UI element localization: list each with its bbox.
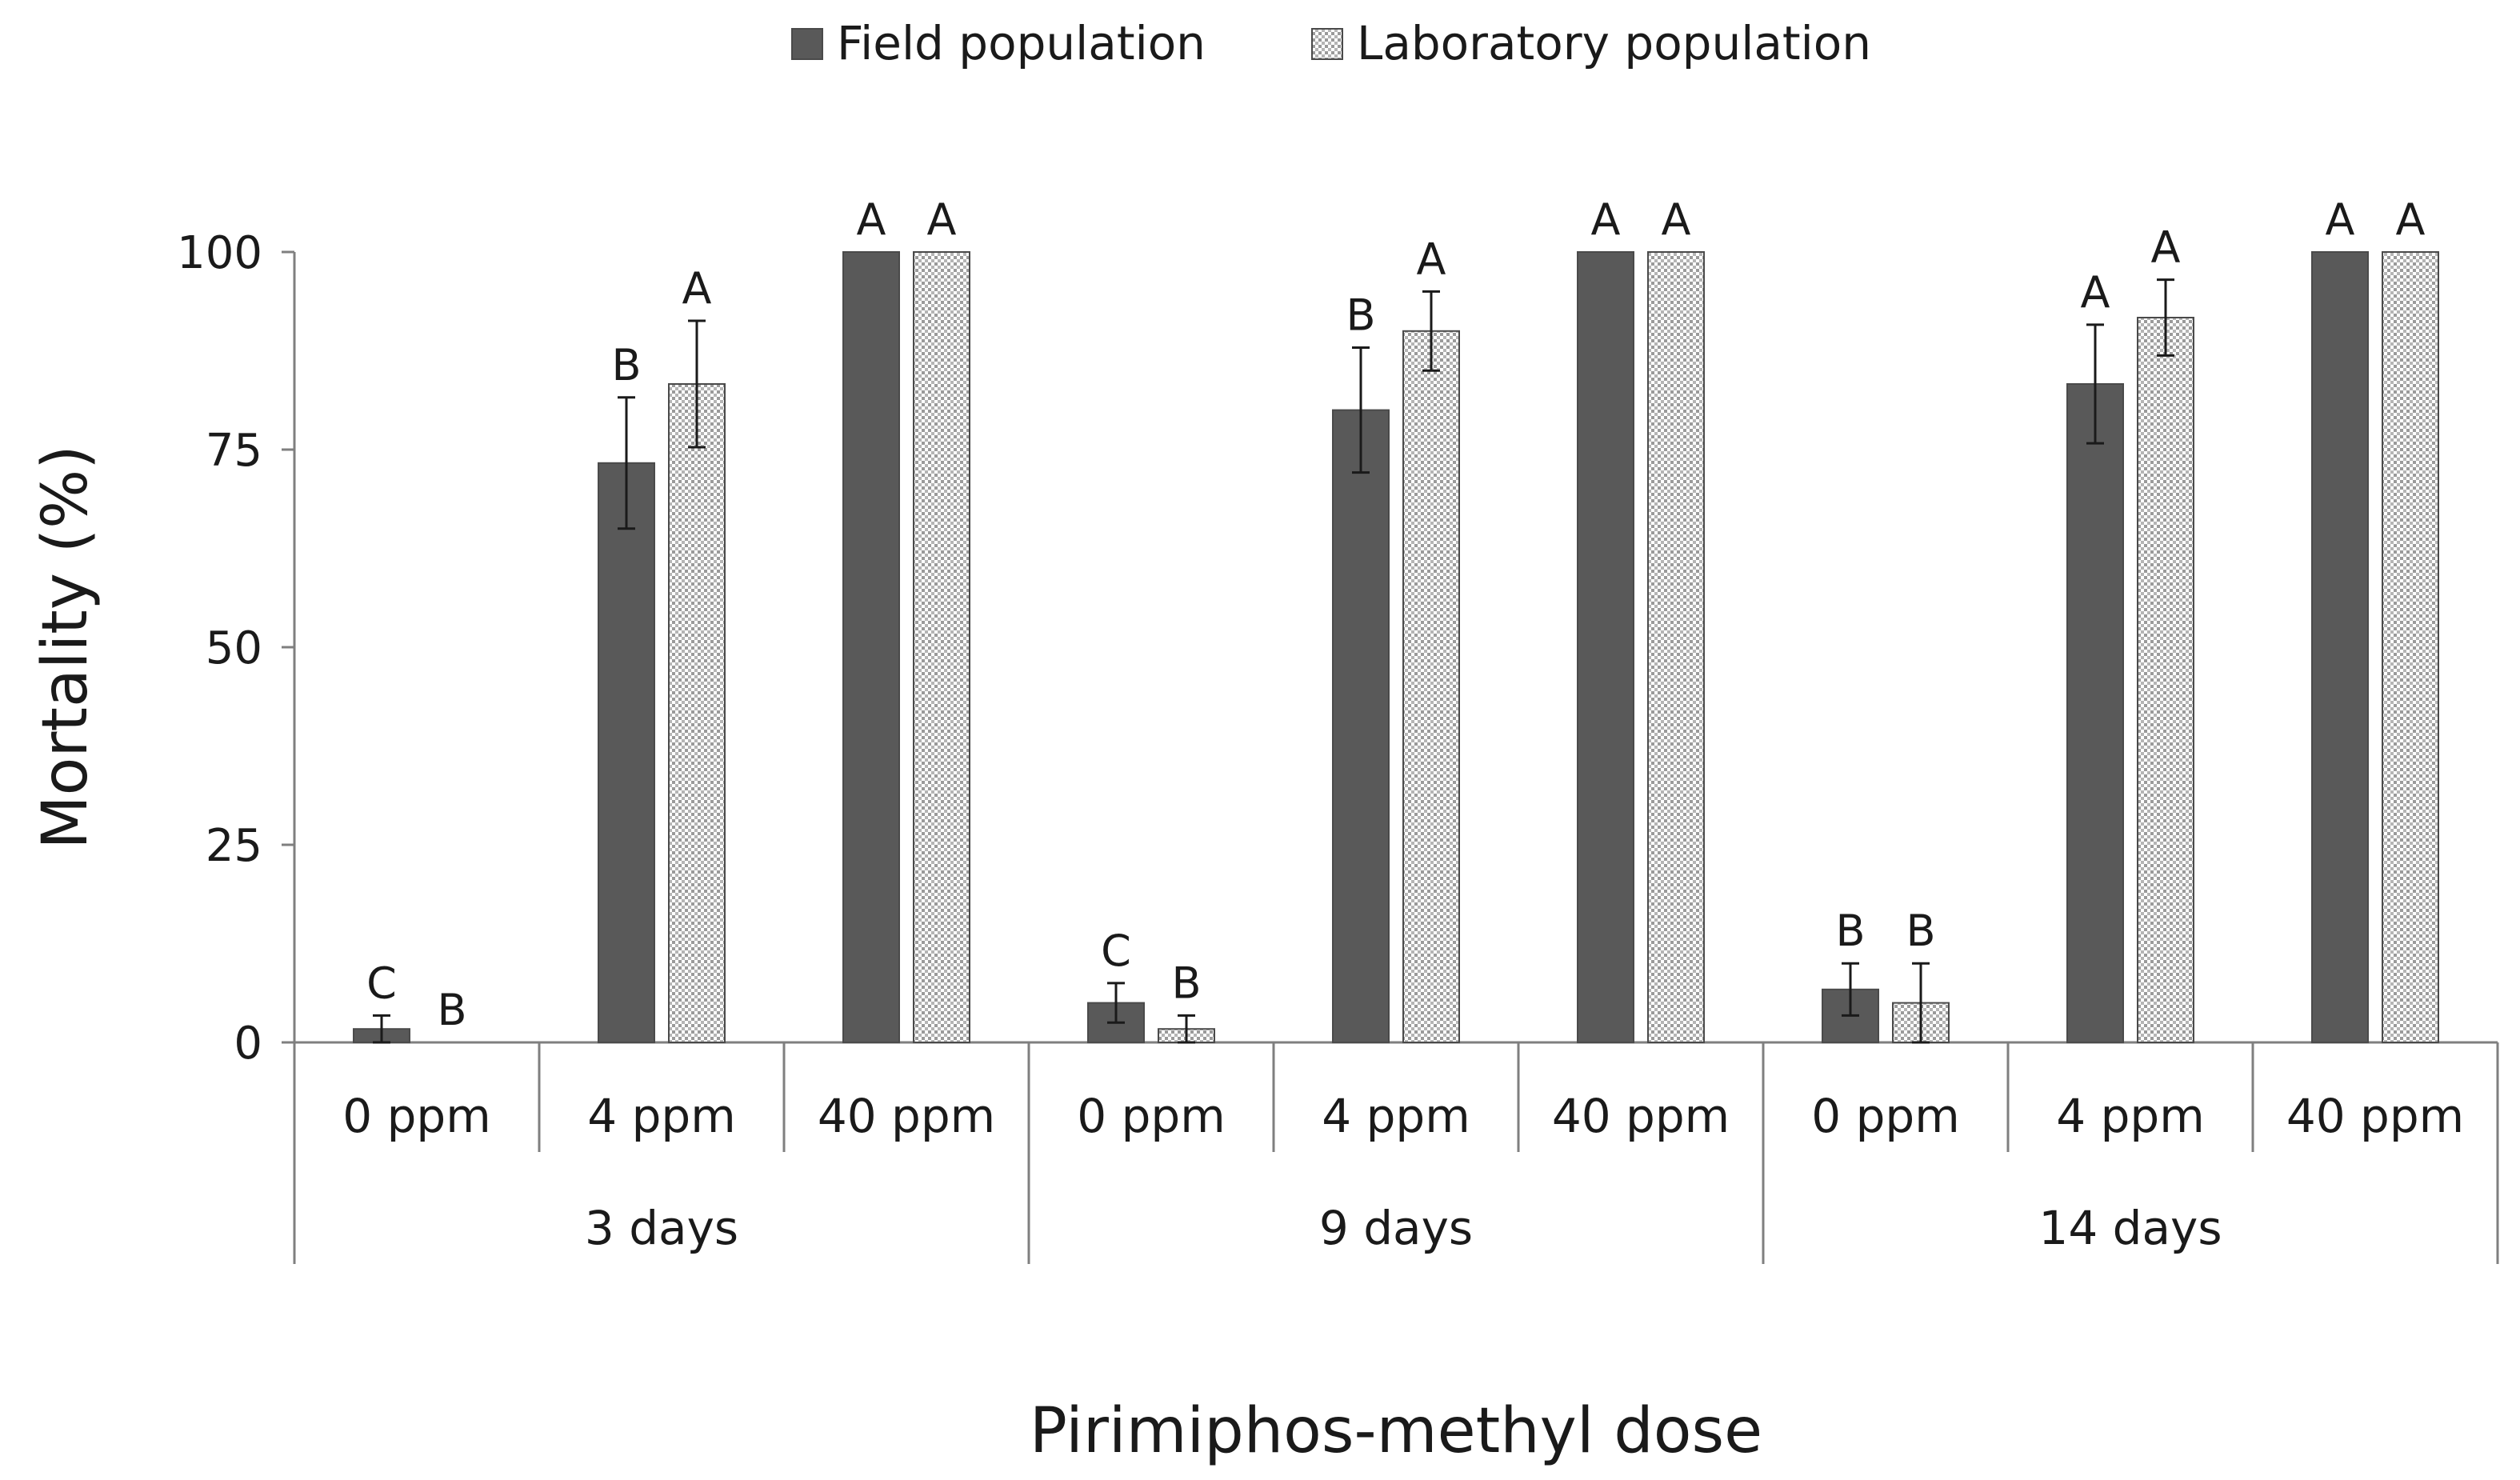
field-population-bar: [2311, 251, 2369, 1043]
category-label: 4 ppm: [587, 1089, 735, 1143]
category-label: 0 ppm: [1811, 1089, 1959, 1143]
category-label: 0 ppm: [1077, 1089, 1225, 1143]
significance-letter: A: [1417, 234, 1446, 284]
significance-letter: C: [366, 958, 397, 1008]
group-label: 14 days: [2038, 1201, 2222, 1255]
y-tick-label: 100: [177, 227, 262, 279]
legend-swatch: [791, 28, 823, 60]
category-label: 4 ppm: [1322, 1089, 1470, 1143]
legend-label: Laboratory population: [1357, 16, 1871, 70]
y-tick-label: 50: [206, 622, 262, 674]
significance-letter: B: [1346, 290, 1375, 341]
y-axis-title: Mortality (%): [30, 445, 102, 849]
category-label: 4 ppm: [2056, 1089, 2204, 1143]
significance-letter: A: [927, 194, 957, 245]
field-population-bar: [598, 462, 655, 1043]
field-population-bar: [1332, 409, 1390, 1043]
y-tick-label: 75: [206, 425, 262, 477]
category-label: 0 ppm: [342, 1089, 490, 1143]
laboratory-population-bar: [2382, 251, 2439, 1043]
legend: Field population Laboratory population: [791, 16, 1871, 70]
significance-letter: A: [857, 194, 886, 245]
significance-letter: B: [1171, 958, 1201, 1008]
laboratory-population-bar: [668, 382, 726, 1044]
significance-letter: B: [437, 985, 466, 1035]
category-label: 40 ppm: [818, 1089, 995, 1143]
significance-letter: A: [1591, 194, 1621, 245]
laboratory-population-bar: [1647, 251, 1705, 1043]
group-label: 3 days: [585, 1201, 738, 1255]
legend-swatch: [1311, 28, 1343, 60]
field-population-bar: [1577, 251, 1634, 1043]
legend-label: Field population: [837, 16, 1206, 70]
group-label: 9 days: [1319, 1201, 1473, 1255]
category-label: 40 ppm: [1552, 1089, 1730, 1143]
bars: [353, 251, 2439, 1044]
significance-letter: A: [1662, 194, 1691, 245]
significance-letter: B: [1835, 906, 1865, 956]
field-population-bar: [842, 251, 900, 1043]
y-tick-label: 25: [206, 820, 262, 872]
significance-letter: B: [1906, 906, 1935, 956]
significance-letter: A: [2081, 267, 2110, 318]
y-tick-label: 0: [234, 1018, 262, 1070]
significance-letter: A: [682, 263, 712, 314]
significance-letter: A: [2326, 194, 2355, 245]
laboratory-population-bar: [2137, 317, 2194, 1043]
axes: 0 25 50 75 100 0 ppm 4 ppm 40 ppm 0 ppm 4 ppm 40 p…: [30, 227, 2499, 1467]
x-axis-title: Pirimiphos-methyl dose: [1030, 1395, 1762, 1467]
significance-letter: B: [611, 340, 641, 390]
category-label: 40 ppm: [2286, 1089, 2464, 1143]
field-population-bar: [2066, 382, 2124, 1044]
significance-letter: A: [2151, 222, 2181, 273]
laboratory-population-bar: [1402, 330, 1460, 1043]
significance-letter: A: [2396, 194, 2426, 245]
laboratory-population-bar: [913, 251, 970, 1043]
significance-letter: C: [1101, 926, 1131, 976]
